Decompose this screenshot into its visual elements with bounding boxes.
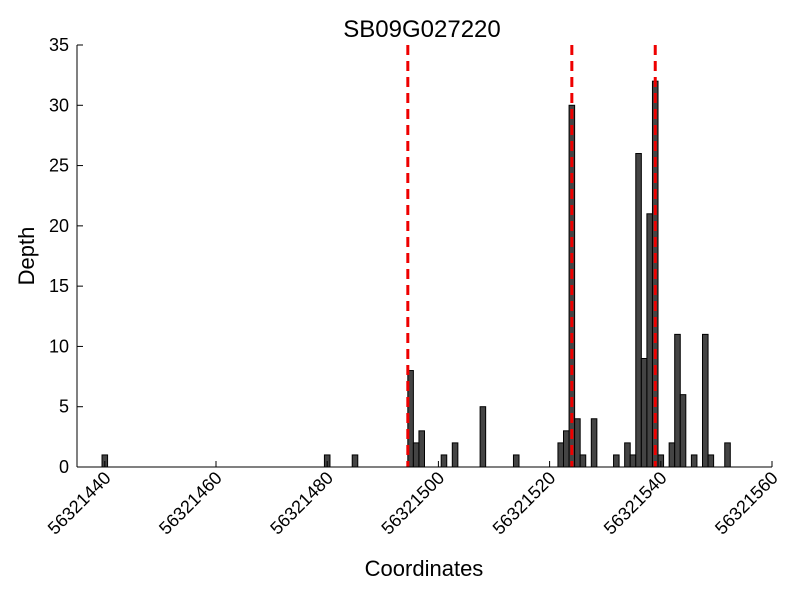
bar-14 <box>579 454 587 468</box>
x-tick-label-6: 56321560 <box>711 468 782 539</box>
bar-30 <box>724 442 731 468</box>
y-tick-label-3: 15 <box>49 276 69 296</box>
bar-29 <box>707 454 715 468</box>
bar-2 <box>351 454 359 468</box>
y-tick-label-2: 10 <box>49 336 69 356</box>
y-tick-label-1: 5 <box>59 397 69 417</box>
x-tick-label-1: 56321460 <box>155 468 226 539</box>
y-tick-label-6: 30 <box>49 95 69 115</box>
bar-6 <box>440 454 448 468</box>
bar-18 <box>629 454 637 468</box>
bar-26 <box>679 394 687 468</box>
x-axis-label: Coordinates <box>365 556 484 581</box>
y-tick-label-7: 35 <box>49 35 69 55</box>
reference-lines-layer <box>406 45 657 467</box>
y-axis-label: Depth <box>14 227 39 286</box>
bar-24 <box>668 442 676 468</box>
chart-title: SB09G027220 <box>343 16 500 43</box>
axes-layer <box>76 45 772 468</box>
bar-5 <box>418 430 426 468</box>
bar-28 <box>702 333 709 468</box>
x-tick-label-0: 56321440 <box>44 468 115 539</box>
bar-25 <box>674 333 681 468</box>
bars-layer <box>101 80 731 468</box>
bar-7 <box>451 442 459 468</box>
bar-10 <box>557 442 565 468</box>
y-tick-label-5: 25 <box>49 156 69 176</box>
bar-21 <box>646 213 653 468</box>
x-tick-label-3: 56321500 <box>377 468 448 539</box>
bar-8 <box>479 406 487 468</box>
x-tick-label-2: 56321480 <box>266 468 337 539</box>
bar-17 <box>624 442 631 468</box>
y-tick-label-4: 20 <box>49 216 69 236</box>
bar-13 <box>574 418 581 468</box>
bar-11 <box>563 430 570 468</box>
x-tick-label-4: 56321520 <box>489 468 560 539</box>
x-tick-label-5: 56321540 <box>600 468 671 539</box>
bar-19 <box>635 153 642 468</box>
bar-15 <box>590 418 598 468</box>
bar-16 <box>613 454 620 468</box>
bar-27 <box>690 454 698 468</box>
y-tick-label-0: 0 <box>59 457 69 477</box>
bar-20 <box>640 357 648 468</box>
bar-9 <box>512 454 520 468</box>
bar-4 <box>412 442 420 468</box>
